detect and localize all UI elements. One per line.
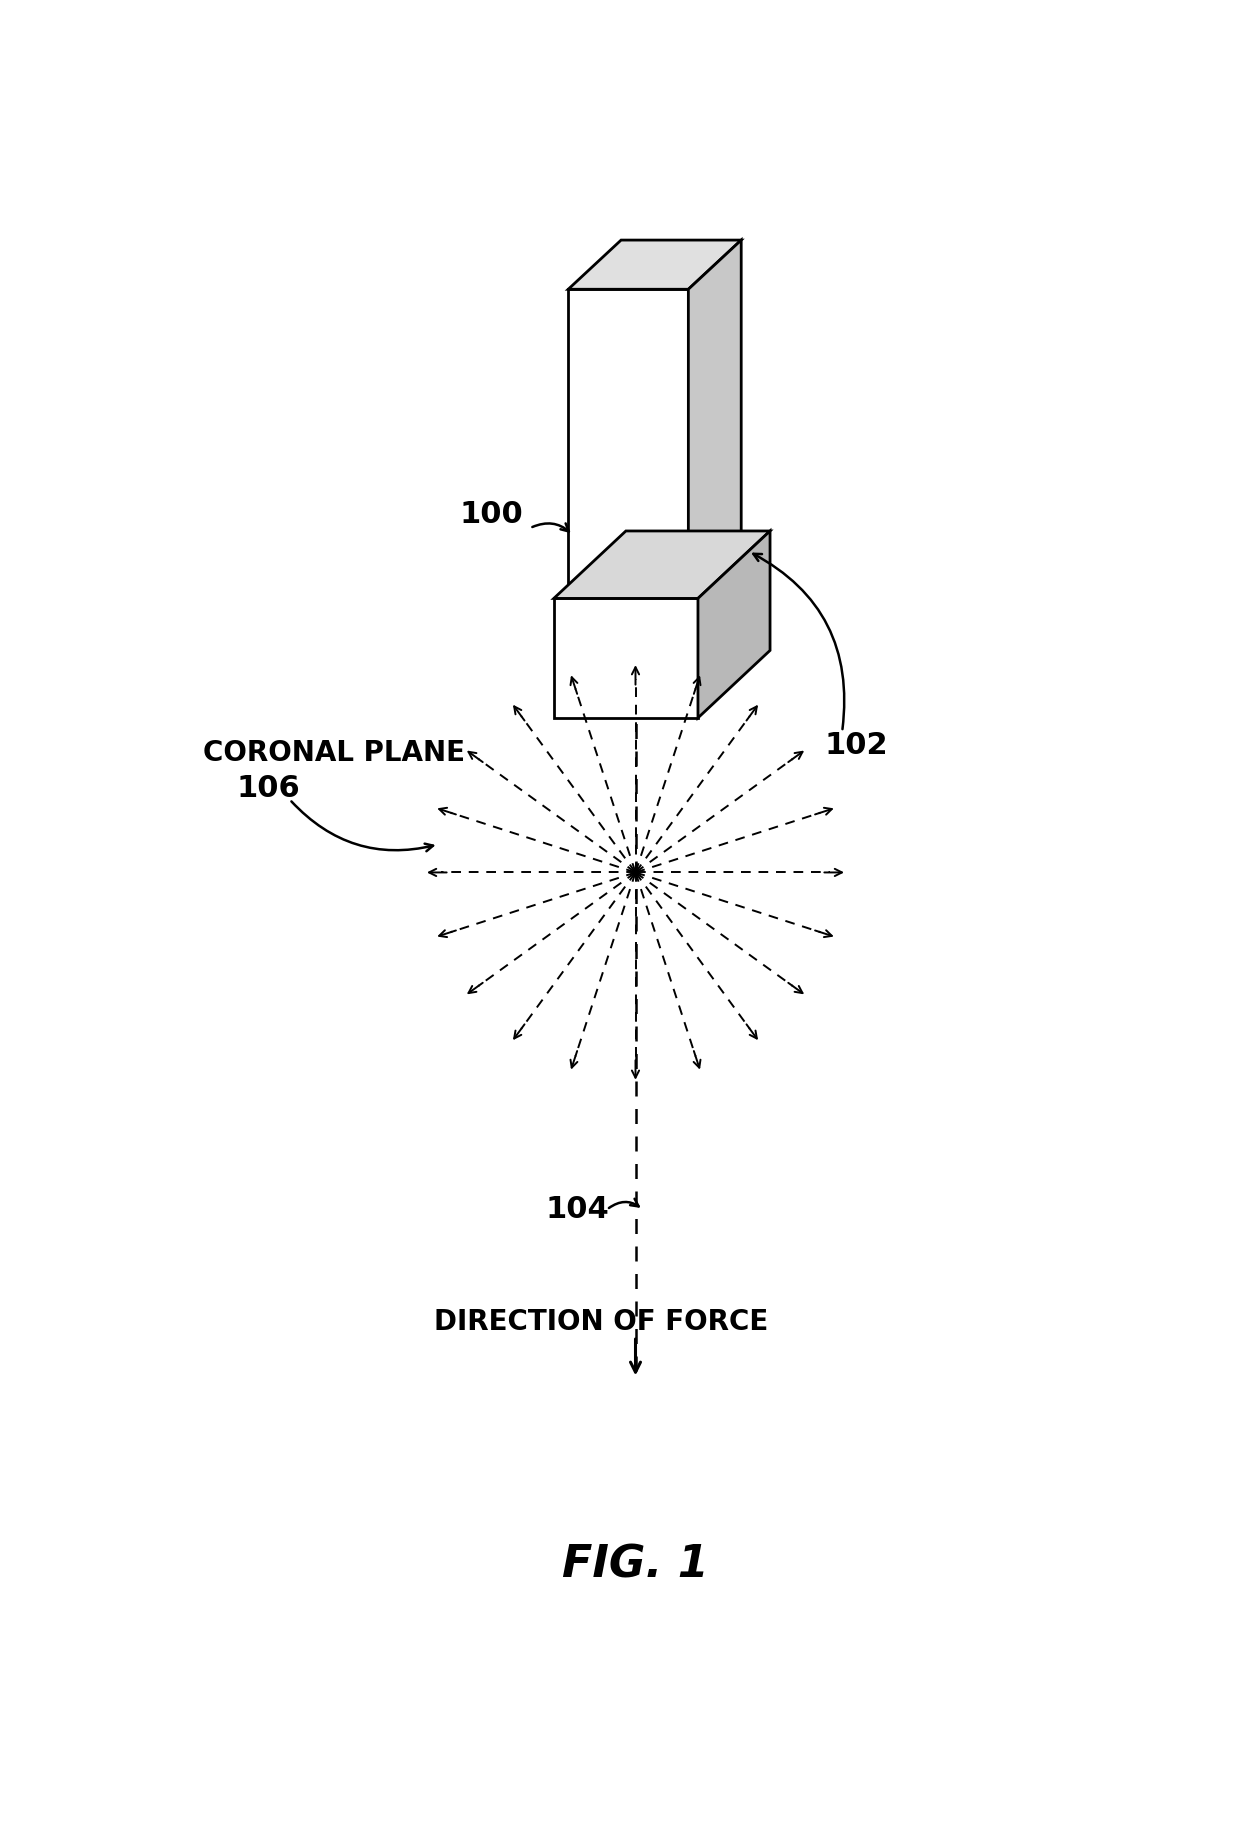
Polygon shape [568,241,742,290]
Text: 104: 104 [546,1195,610,1225]
Text: 102: 102 [825,732,888,761]
Polygon shape [568,290,688,599]
Polygon shape [554,599,698,717]
Text: 106: 106 [237,774,300,803]
Text: 100: 100 [460,500,523,529]
Text: CORONAL PLANE: CORONAL PLANE [203,739,465,766]
Polygon shape [688,241,742,599]
Polygon shape [698,531,770,717]
Polygon shape [554,531,770,599]
Text: FIG. 1: FIG. 1 [562,1544,709,1586]
Text: DIRECTION OF FORCE: DIRECTION OF FORCE [434,1309,768,1336]
